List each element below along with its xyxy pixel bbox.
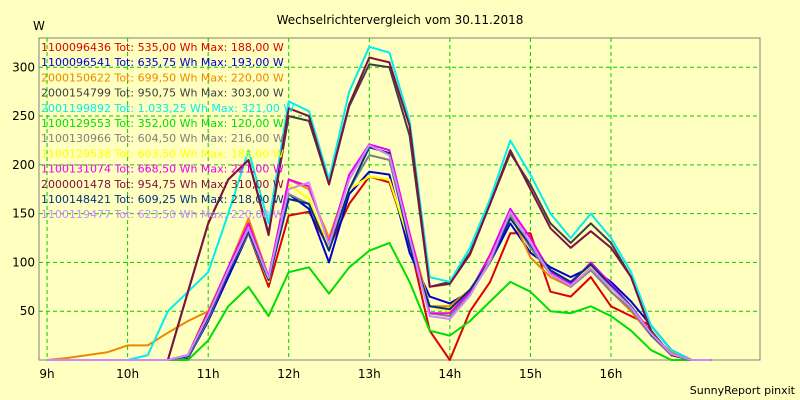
y-axis-unit: W xyxy=(33,19,45,33)
legend-entry: 1100130966 Tot: 604,50 Wh Max: 216,00 W xyxy=(41,132,284,145)
x-axis-ticks: 9h 10h 11h 12h 13h 14h 15h 16h xyxy=(39,367,622,381)
legend-entry: 1100148421 Tot: 609,25 Wh Max: 218,00 W xyxy=(41,193,284,206)
legend-entry: 1100096541 Tot: 635,75 Wh Max: 193,00 W xyxy=(41,56,284,69)
y-tick-label: 300 xyxy=(12,60,35,74)
legend: 1100096436 Tot: 535,00 Wh Max: 188,00 W 1… xyxy=(41,41,294,221)
x-tick-label: 14h xyxy=(438,367,461,381)
legend-entry: 1100096436 Tot: 535,00 Wh Max: 188,00 W xyxy=(41,41,284,54)
y-tick-label: 150 xyxy=(12,207,35,221)
legend-entry: 1100131074 Tot: 668,50 Wh Max: 221,00 W xyxy=(41,163,284,176)
x-tick-label: 12h xyxy=(277,367,300,381)
credit-label: SunnyReport pinxit xyxy=(690,384,796,397)
series-line-8 xyxy=(47,143,712,361)
x-tick-label: 11h xyxy=(197,367,220,381)
x-tick-label: 10h xyxy=(116,367,139,381)
y-axis-ticks: 50 100 150 200 250 300 xyxy=(12,60,35,318)
y-tick-label: 50 xyxy=(20,304,35,318)
series-lines xyxy=(47,45,712,361)
plot-frame xyxy=(38,37,761,361)
legend-entry: 2000150622 Tot: 699,50 Wh Max: 220,00 W xyxy=(41,71,284,84)
legend-entry: 2001199892 Tot: 1.033,25 Wh Max: 321,00 … xyxy=(41,102,294,115)
legend-entry: 2000001478 Tot: 954,75 Wh Max: 310,00 W xyxy=(41,178,284,191)
legend-entry: 1100119477 Tot: 623,50 Wh Max: 220,00 W xyxy=(41,208,284,221)
series-line-11 xyxy=(47,144,712,361)
y-tick-label: 200 xyxy=(12,158,35,172)
legend-entry: 2000154799 Tot: 950,75 Wh Max: 303,00 W xyxy=(41,87,284,100)
series-line-5 xyxy=(47,241,712,361)
x-tick-label: 15h xyxy=(519,367,542,381)
x-tick-label: 16h xyxy=(600,367,623,381)
chart-title: Wechselrichtervergleich vom 30.11.2018 xyxy=(277,13,524,27)
legend-entry: 1100129553 Tot: 352,00 Wh Max: 120,00 W xyxy=(41,117,284,130)
x-tick-label: 13h xyxy=(358,367,381,381)
x-tick-label: 9h xyxy=(39,367,54,381)
y-tick-label: 250 xyxy=(12,109,35,123)
y-tick-label: 100 xyxy=(12,255,35,269)
series-line-4 xyxy=(47,45,712,361)
legend-entry: 1100129538 Tot: 603,50 Wh Max: 188,00 W xyxy=(41,147,284,160)
